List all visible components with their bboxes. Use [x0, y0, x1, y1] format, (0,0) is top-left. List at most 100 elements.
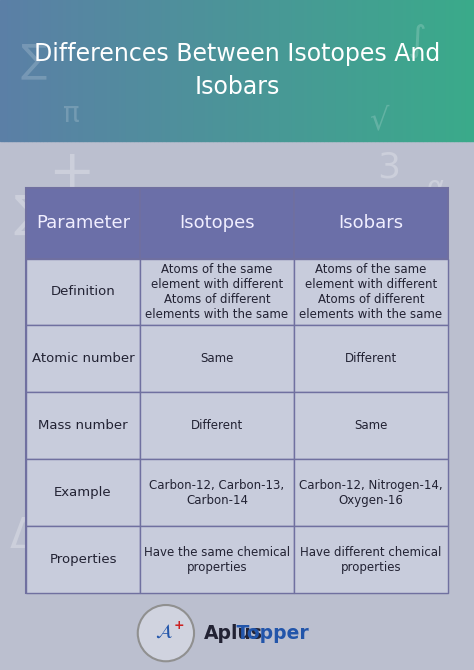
Bar — [253, 0, 257, 141]
Bar — [245, 0, 249, 141]
Bar — [26, 393, 140, 459]
Bar — [419, 0, 423, 141]
Bar — [16, 0, 20, 141]
Bar — [26, 326, 140, 393]
Text: $\mathcal{A}$: $\mathcal{A}$ — [155, 622, 173, 641]
Bar — [170, 0, 174, 141]
Bar — [447, 0, 450, 141]
Text: α: α — [427, 174, 445, 202]
Bar — [140, 188, 294, 259]
Bar — [427, 0, 430, 141]
Bar — [336, 0, 340, 141]
Bar — [356, 0, 359, 141]
Bar — [140, 326, 294, 393]
Bar — [367, 0, 371, 141]
Bar — [217, 0, 221, 141]
Bar — [462, 0, 466, 141]
Bar — [118, 0, 122, 141]
Bar — [193, 0, 198, 141]
Bar — [296, 0, 300, 141]
Bar — [340, 0, 344, 141]
Bar — [233, 0, 237, 141]
Bar — [383, 0, 387, 141]
Bar — [316, 0, 320, 141]
Bar — [294, 259, 448, 326]
Bar — [32, 0, 36, 141]
Text: Example: Example — [54, 486, 112, 499]
Bar — [391, 0, 395, 141]
Bar — [79, 0, 83, 141]
Bar — [138, 0, 142, 141]
Bar — [332, 0, 336, 141]
Bar — [210, 0, 213, 141]
Bar — [257, 0, 261, 141]
Bar — [273, 0, 276, 141]
Bar — [198, 0, 201, 141]
Bar — [44, 0, 47, 141]
Bar — [142, 0, 146, 141]
Text: Same: Same — [201, 352, 234, 365]
Bar — [12, 0, 16, 141]
Bar — [403, 0, 407, 141]
Bar — [294, 326, 448, 393]
Bar — [87, 0, 91, 141]
Bar — [26, 259, 140, 326]
Bar — [39, 0, 44, 141]
Bar — [51, 0, 55, 141]
Bar — [470, 0, 474, 141]
Bar — [55, 0, 59, 141]
Text: θ: θ — [406, 533, 428, 566]
Bar — [95, 0, 99, 141]
Bar — [115, 0, 118, 141]
Bar — [261, 0, 264, 141]
Text: ∫: ∫ — [393, 236, 413, 273]
Text: √: √ — [370, 106, 389, 135]
Text: Topper: Topper — [204, 624, 309, 643]
Bar — [20, 0, 24, 141]
Bar — [36, 0, 39, 141]
Text: Mass number: Mass number — [38, 419, 128, 432]
Bar — [324, 0, 328, 141]
Bar — [328, 0, 332, 141]
Bar — [27, 0, 32, 141]
Text: Properties: Properties — [49, 553, 117, 566]
Bar — [140, 526, 294, 593]
Bar — [359, 0, 364, 141]
Text: 2: 2 — [408, 200, 427, 229]
Bar — [26, 526, 140, 593]
Bar — [91, 0, 95, 141]
Bar — [178, 0, 182, 141]
Bar — [83, 0, 87, 141]
Text: Atoms of the same
element with different
Atoms of different
elements with the sa: Atoms of the same element with different… — [300, 263, 443, 321]
Text: ∞: ∞ — [224, 200, 250, 229]
Bar — [122, 0, 127, 141]
Bar — [190, 0, 193, 141]
Text: √: √ — [407, 419, 428, 452]
Bar — [201, 0, 205, 141]
Text: Atoms of the same
element with different
Atoms of different
elements with the sa: Atoms of the same element with different… — [146, 263, 289, 321]
Bar — [162, 0, 166, 141]
Text: Different: Different — [345, 352, 397, 365]
Bar — [276, 0, 281, 141]
Text: +: + — [48, 147, 94, 201]
Ellipse shape — [138, 605, 194, 661]
Bar — [249, 0, 253, 141]
Bar — [292, 0, 296, 141]
Bar — [26, 188, 448, 593]
Bar — [320, 0, 324, 141]
Bar — [110, 0, 115, 141]
Bar — [26, 188, 140, 259]
Bar — [63, 0, 67, 141]
Bar — [347, 0, 352, 141]
Text: Isobars: Isobars — [338, 214, 403, 232]
Bar — [423, 0, 427, 141]
Text: Aplus: Aplus — [204, 624, 263, 643]
Bar — [294, 459, 448, 526]
Bar — [375, 0, 379, 141]
Bar — [435, 0, 438, 141]
Bar — [466, 0, 470, 141]
Text: Parameter: Parameter — [36, 214, 130, 232]
Bar — [304, 0, 308, 141]
Bar — [174, 0, 178, 141]
Text: ∫: ∫ — [408, 23, 427, 58]
